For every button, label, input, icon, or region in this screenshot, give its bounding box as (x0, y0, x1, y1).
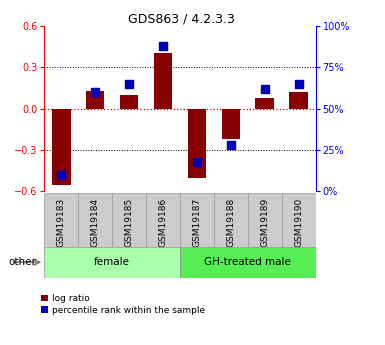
Legend: log ratio, percentile rank within the sample: log ratio, percentile rank within the sa… (41, 294, 205, 315)
Bar (86, 91, 104, 109)
Text: GSM19186: GSM19186 (159, 197, 167, 247)
Bar (214, 193, 248, 247)
Bar (146, 193, 180, 247)
Point (228, 142, 234, 148)
Bar (52, 109, 70, 185)
Point (160, 43, 166, 49)
Text: GSM19189: GSM19189 (260, 197, 269, 247)
Bar (282, 193, 316, 247)
Bar (256, 98, 274, 109)
Bar (44, 193, 78, 247)
Text: GSM19183: GSM19183 (57, 197, 66, 247)
Point (58, 172, 64, 178)
Text: female: female (94, 257, 130, 267)
Text: GDS863 / 4.2.3.3: GDS863 / 4.2.3.3 (127, 12, 234, 25)
Bar (180, 193, 214, 247)
Bar (180, 247, 316, 278)
Point (194, 159, 200, 165)
Bar (290, 92, 308, 109)
Point (126, 81, 132, 87)
Bar (221, 109, 240, 139)
Bar (112, 193, 146, 247)
Point (296, 81, 302, 87)
Point (262, 86, 268, 91)
Bar (154, 53, 172, 109)
Bar (248, 193, 282, 247)
Text: GSM19187: GSM19187 (192, 197, 201, 247)
Bar (78, 193, 112, 247)
Text: GH-treated male: GH-treated male (204, 257, 291, 267)
Bar (120, 95, 139, 109)
Bar (187, 109, 206, 178)
Text: GSM19188: GSM19188 (226, 197, 235, 247)
Point (92, 89, 98, 95)
Text: GSM19185: GSM19185 (125, 197, 134, 247)
Text: GSM19190: GSM19190 (294, 197, 303, 247)
Text: GSM19184: GSM19184 (90, 197, 100, 247)
Text: other: other (9, 257, 37, 267)
Bar (44, 247, 180, 278)
